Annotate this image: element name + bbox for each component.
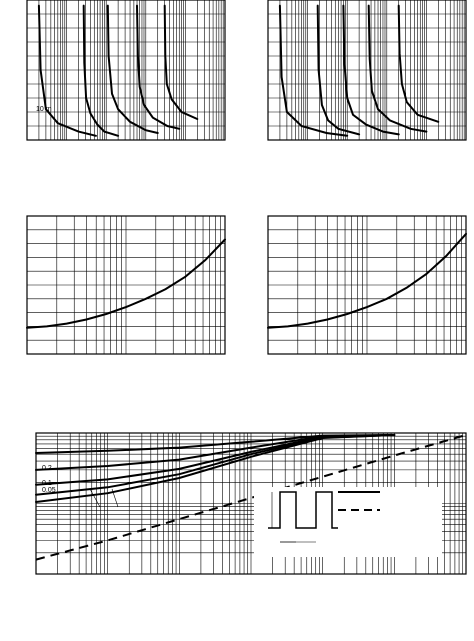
curve-label: 0.2 [42, 465, 52, 472]
series-line-middle-right-1 [267, 232, 467, 329]
series-line-top-left-5 [163, 4, 199, 120]
series-line-top-left-2 [82, 4, 120, 137]
series-line-bottom-5 [35, 434, 396, 503]
series-line-top-left-4 [136, 4, 181, 130]
annotation-label: 10 m [36, 106, 52, 113]
grid-top-left [26, 0, 225, 141]
curve-label: 0.05 [42, 487, 56, 494]
curve-label: 0.1 [42, 480, 52, 487]
series-line-bottom-3 [35, 434, 396, 486]
series-line-top-right-5 [397, 4, 440, 123]
series-line-top-right-3 [342, 4, 400, 136]
plot-frame-bottom [35, 432, 467, 575]
grid-middle-right [267, 215, 466, 355]
series-line-middle-left-1 [26, 238, 226, 329]
inset-diagram [254, 487, 442, 557]
leader-line [89, 488, 101, 508]
series-line-top-left-1 [37, 4, 97, 137]
plot-frame-top-left [26, 0, 226, 141]
pulse-waveform [268, 491, 338, 529]
plot-frame-middle-right [267, 215, 467, 355]
series-line-top-left-3 [106, 4, 159, 134]
plot-frame-top-right [267, 0, 467, 141]
plot-frame-middle-left [26, 215, 226, 355]
inset-background [254, 487, 442, 557]
leader-line [111, 488, 119, 508]
grid-top-right [267, 0, 466, 141]
series-line-top-right-4 [367, 4, 428, 133]
grid-middle-left [26, 215, 225, 355]
series-line-top-right-1 [278, 4, 349, 137]
series-line-top-right-2 [316, 4, 361, 136]
